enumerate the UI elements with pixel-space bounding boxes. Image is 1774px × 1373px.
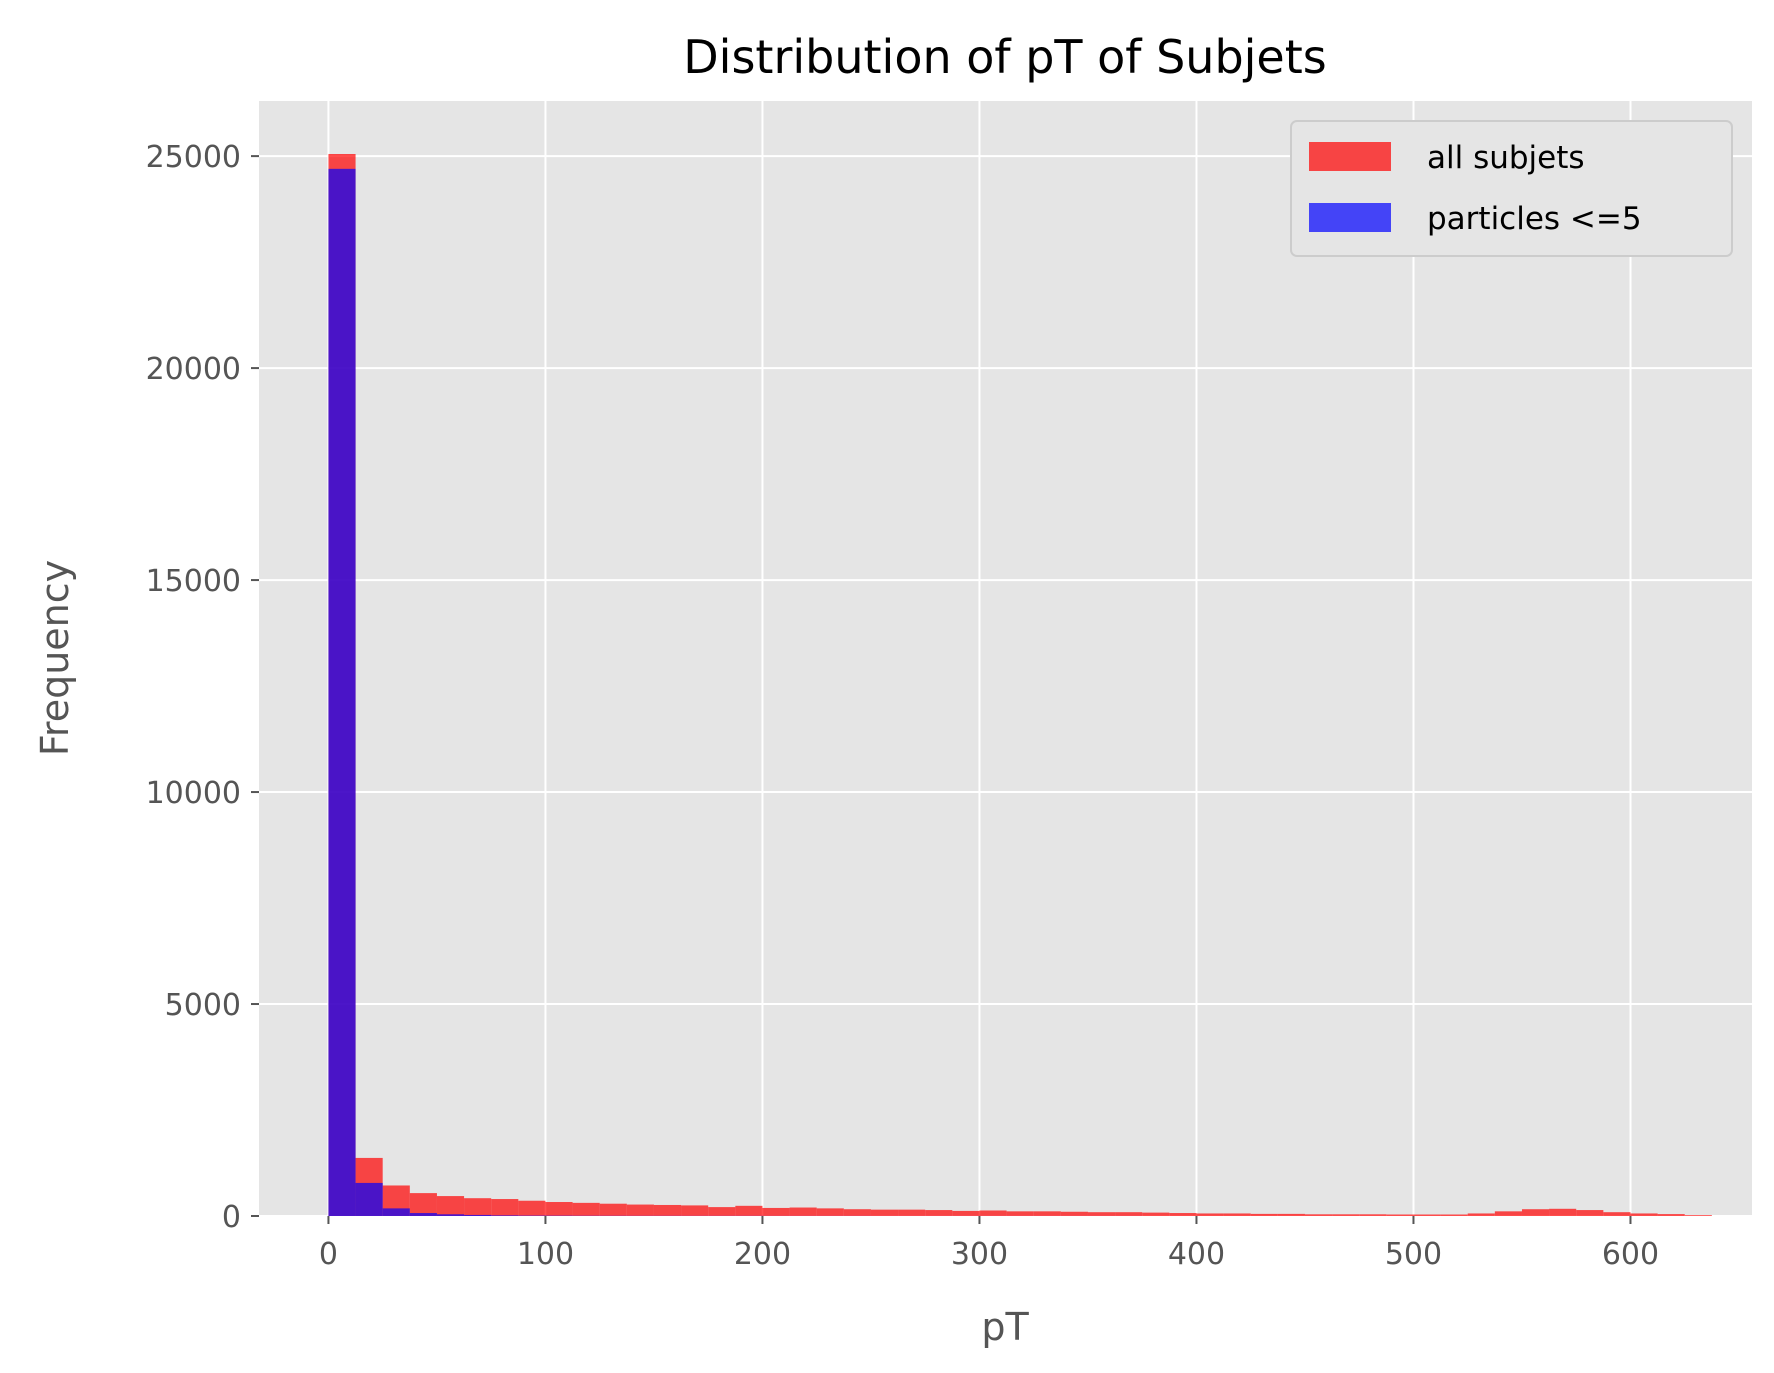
bar-all-subjets bbox=[1521, 1209, 1550, 1216]
bar-all-subjets bbox=[1060, 1211, 1088, 1216]
bar-all-subjets bbox=[789, 1207, 817, 1216]
bar-all-subjets bbox=[1304, 1214, 1333, 1216]
bar-all-subjets bbox=[898, 1209, 926, 1216]
bar-all-subjets bbox=[1494, 1211, 1522, 1216]
x-tick-label: 500 bbox=[1385, 1237, 1442, 1272]
legend-label-all-subjets: all subjets bbox=[1427, 140, 1585, 176]
bar-all-subjets bbox=[518, 1200, 546, 1216]
bar-particles-5 bbox=[328, 168, 356, 1216]
bar-particles-5 bbox=[464, 1214, 492, 1216]
bar-all-subjets bbox=[1549, 1208, 1577, 1216]
bar-all-subjets bbox=[708, 1207, 736, 1216]
bar-all-subjets bbox=[626, 1204, 654, 1216]
bar-all-subjets bbox=[1223, 1213, 1251, 1216]
y-axis-label: Frequency bbox=[33, 560, 77, 756]
bar-all-subjets bbox=[1359, 1214, 1387, 1216]
bar-all-subjets bbox=[1250, 1213, 1278, 1216]
bar-all-subjets bbox=[436, 1196, 465, 1216]
bar-all-subjets bbox=[979, 1210, 1007, 1216]
bar-all-subjets bbox=[952, 1210, 980, 1216]
bar-all-subjets bbox=[491, 1199, 519, 1216]
bar-all-subjets bbox=[545, 1202, 573, 1216]
y-tick-label: 25000 bbox=[146, 140, 241, 175]
bar-all-subjets bbox=[1386, 1214, 1414, 1216]
x-axis-label: pT bbox=[981, 1305, 1029, 1349]
bar-all-subjets bbox=[409, 1193, 437, 1216]
bar-all-subjets bbox=[464, 1198, 492, 1216]
x-tick-label: 600 bbox=[1602, 1237, 1659, 1272]
bar-all-subjets bbox=[762, 1207, 790, 1216]
bar-all-subjets bbox=[735, 1205, 763, 1216]
bar-all-subjets bbox=[1332, 1214, 1360, 1216]
bar-all-subjets bbox=[1467, 1213, 1495, 1216]
bar-particles-5 bbox=[491, 1215, 519, 1216]
bar-all-subjets bbox=[843, 1209, 871, 1216]
bar-all-subjets bbox=[1603, 1212, 1631, 1216]
bar-all-subjets bbox=[1630, 1213, 1658, 1216]
bar-particles-5 bbox=[382, 1208, 410, 1216]
legend-box bbox=[1290, 120, 1733, 257]
bar-all-subjets bbox=[1033, 1211, 1061, 1216]
bar-all-subjets bbox=[1142, 1212, 1170, 1216]
x-tick-label: 400 bbox=[1168, 1237, 1225, 1272]
bar-all-subjets bbox=[599, 1203, 627, 1216]
bar-all-subjets bbox=[1413, 1214, 1441, 1216]
bar-all-subjets bbox=[1115, 1212, 1143, 1216]
y-tick-label: 15000 bbox=[146, 564, 241, 599]
x-tick-label: 0 bbox=[319, 1237, 338, 1272]
y-tick-label: 5000 bbox=[165, 988, 241, 1023]
plot-area bbox=[259, 101, 1752, 1216]
histogram-bars bbox=[328, 153, 1712, 1217]
bar-all-subjets bbox=[925, 1210, 953, 1216]
bar-all-subjets bbox=[681, 1205, 709, 1216]
bar-all-subjets bbox=[1169, 1213, 1197, 1216]
bar-particles-5 bbox=[409, 1213, 437, 1216]
bar-all-subjets bbox=[870, 1209, 899, 1216]
bar-all-subjets bbox=[816, 1208, 844, 1216]
x-tick-label: 100 bbox=[517, 1237, 574, 1272]
x-axis-ticks: 0 100 200 300 400 500 600 bbox=[319, 1216, 1659, 1272]
bar-all-subjets bbox=[1684, 1215, 1712, 1216]
bar-all-subjets bbox=[1196, 1213, 1224, 1216]
bar-all-subjets bbox=[1440, 1214, 1468, 1216]
legend-label-particles: particles <=5 bbox=[1427, 201, 1642, 237]
bar-particles-5 bbox=[436, 1214, 465, 1216]
bar-all-subjets bbox=[1087, 1212, 1116, 1216]
y-tick-label: 0 bbox=[222, 1200, 241, 1235]
legend-swatch-particles bbox=[1309, 203, 1391, 232]
bar-particles-5 bbox=[355, 1182, 383, 1216]
chart-title: Distribution of pT of Subjets bbox=[683, 30, 1326, 84]
x-tick-label: 300 bbox=[951, 1237, 1008, 1272]
bar-all-subjets bbox=[1657, 1214, 1685, 1216]
bar-all-subjets bbox=[1277, 1213, 1305, 1216]
bar-all-subjets bbox=[653, 1204, 682, 1216]
legend-swatch-all-subjets bbox=[1309, 142, 1391, 171]
x-tick-label: 200 bbox=[734, 1237, 791, 1272]
bar-all-subjets bbox=[1576, 1210, 1604, 1216]
y-tick-label: 10000 bbox=[146, 776, 241, 811]
legend: all subjets particles <=5 bbox=[1290, 120, 1733, 257]
y-tick-label: 20000 bbox=[146, 352, 241, 387]
bar-all-subjets bbox=[1006, 1211, 1034, 1216]
y-axis-ticks: 0 5000 10000 15000 20000 25000 bbox=[146, 140, 259, 1235]
bar-all-subjets bbox=[572, 1202, 600, 1216]
